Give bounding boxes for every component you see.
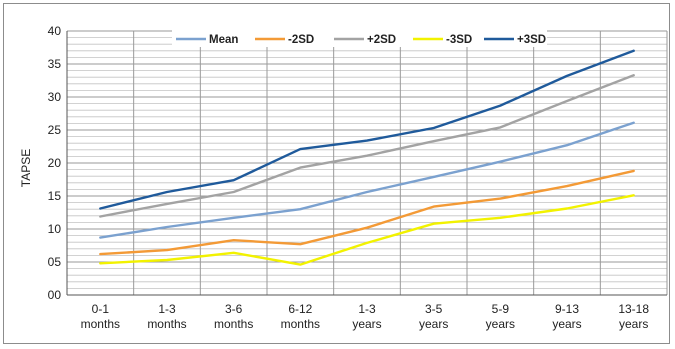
- legend-label--2SD: -2SD: [288, 34, 314, 46]
- x-tick-label: 0-1 months: [81, 302, 120, 331]
- legend-label-Mean: Mean: [209, 34, 238, 46]
- series-line--2SD: [99, 169, 635, 256]
- x-tick-label: 6-12 months: [281, 302, 320, 331]
- y-axis-title: TAPSE: [19, 149, 33, 187]
- legend-label--3SD: -3SD: [446, 34, 472, 46]
- series-line--3SD: [99, 194, 635, 266]
- x-tick-label: 13-18 years: [618, 302, 649, 331]
- y-tick-label: 20: [48, 156, 62, 170]
- series-line-Mean: [99, 121, 635, 239]
- x-tick-label: 5-9 years: [486, 302, 515, 331]
- y-tick-label: 15: [48, 189, 62, 203]
- legend-label-+3SD: +3SD: [517, 34, 546, 46]
- series-line-+2SD: [99, 73, 635, 218]
- y-tick-label: 10: [48, 222, 62, 236]
- y-tick-label: 35: [48, 57, 62, 71]
- x-tick-label: 3-5 years: [419, 302, 448, 331]
- y-tick-label: 30: [48, 90, 62, 104]
- grid: [66, 30, 668, 296]
- x-tick-label: 3-6 months: [214, 302, 253, 331]
- y-tick-label: 25: [48, 123, 62, 137]
- chart-frame: [3, 3, 670, 344]
- series-lines: [99, 49, 635, 266]
- legend: Mean -2SD +2SD -3SD +3SD: [172, 30, 547, 47]
- y-tick-label: 05: [48, 255, 62, 269]
- x-tick-label: 1-3 months: [147, 302, 186, 331]
- x-tick-label: 9-13 years: [552, 302, 581, 331]
- x-tick-label: 1-3 years: [352, 302, 381, 331]
- series-line-+3SD: [99, 49, 635, 210]
- y-tick-label: 00: [48, 288, 62, 302]
- legend-label-+2SD: +2SD: [367, 34, 396, 46]
- axes: 00 05 10 15 20 25 30 35 40 0-1 months 1-3 months 3-6 m…: [48, 24, 667, 331]
- y-tick-label: 40: [48, 24, 62, 38]
